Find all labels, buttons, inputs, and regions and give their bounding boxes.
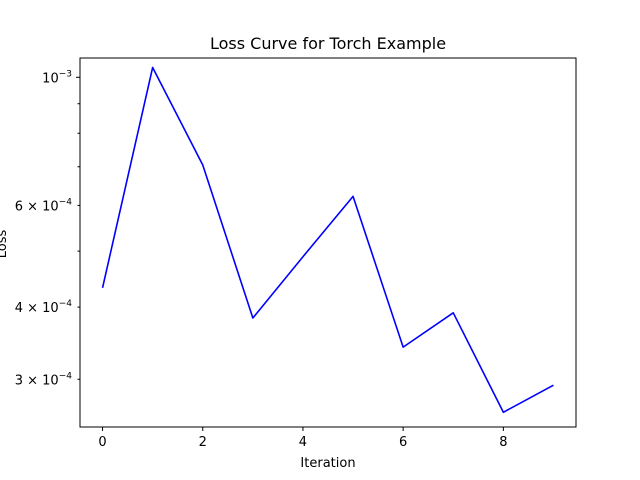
y-minor-tick-label: 3 × 10−4 [15, 371, 73, 388]
series-layer [101, 66, 554, 414]
y-major-tick-label: 10−3 [42, 69, 72, 86]
plot-area-frame [79, 57, 577, 428]
y-axis: 10−3 6 × 10−4 4 × 10−4 3 × 10−4 [15, 69, 80, 388]
x-tick-label-4: 4 [299, 435, 307, 450]
y-minor-tick-label: 4 × 10−4 [15, 299, 73, 316]
y-minor-tick-label: 6 × 10−4 [15, 197, 73, 214]
x-axis-label: Iteration [300, 456, 355, 471]
chart-title: Loss Curve for Torch Example [210, 34, 446, 53]
y-axis-label: Loss [0, 230, 10, 259]
series-line-0 [101, 66, 554, 414]
x-tick-label-8: 8 [499, 435, 507, 450]
x-tick-label-2: 2 [199, 435, 207, 450]
x-tick-label-6: 6 [399, 435, 407, 450]
x-tick-label-0: 0 [98, 435, 106, 450]
x-axis: 0 2 4 6 8 [98, 427, 507, 450]
